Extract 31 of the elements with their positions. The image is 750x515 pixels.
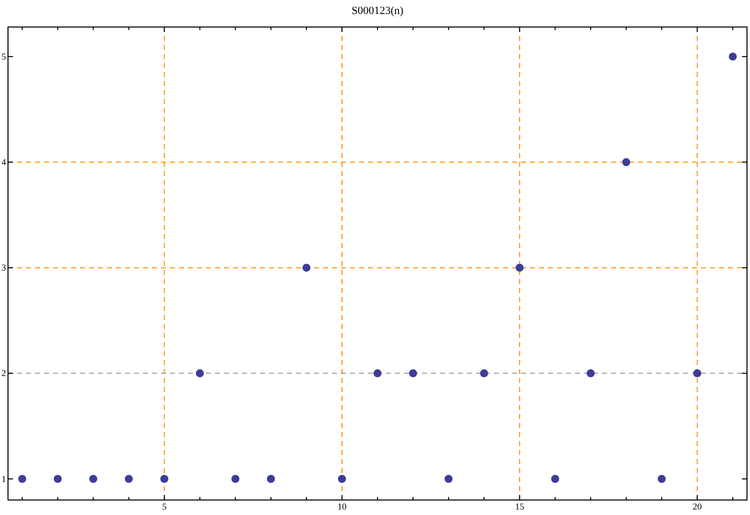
point	[586, 369, 595, 378]
point	[338, 474, 346, 483]
point	[302, 264, 310, 272]
y-tick-label: 3	[2, 262, 6, 273]
x-tick-label: 15	[515, 501, 525, 512]
x-tick-label: 5	[162, 501, 168, 512]
point	[54, 474, 62, 483]
y-tick-label: 1	[2, 474, 6, 484]
point	[658, 474, 666, 483]
point	[374, 369, 382, 378]
point	[693, 369, 702, 378]
point	[480, 369, 488, 378]
point	[124, 474, 133, 483]
point	[231, 474, 240, 483]
point	[18, 474, 26, 483]
point	[728, 52, 737, 61]
x-tick-label: 20	[692, 501, 702, 512]
point	[444, 474, 453, 483]
point	[266, 474, 275, 483]
point	[160, 474, 168, 483]
y-tick-label: 4	[2, 157, 6, 168]
chart-title: S000123(n)	[352, 5, 404, 17]
point	[622, 158, 630, 166]
point	[196, 369, 204, 378]
point	[89, 474, 98, 483]
point	[409, 369, 418, 378]
point	[516, 264, 524, 272]
x-tick-label: 10	[337, 501, 347, 512]
y-tick-label: 5	[2, 51, 6, 62]
y-tick-label: 2	[2, 368, 6, 378]
point	[551, 474, 560, 483]
